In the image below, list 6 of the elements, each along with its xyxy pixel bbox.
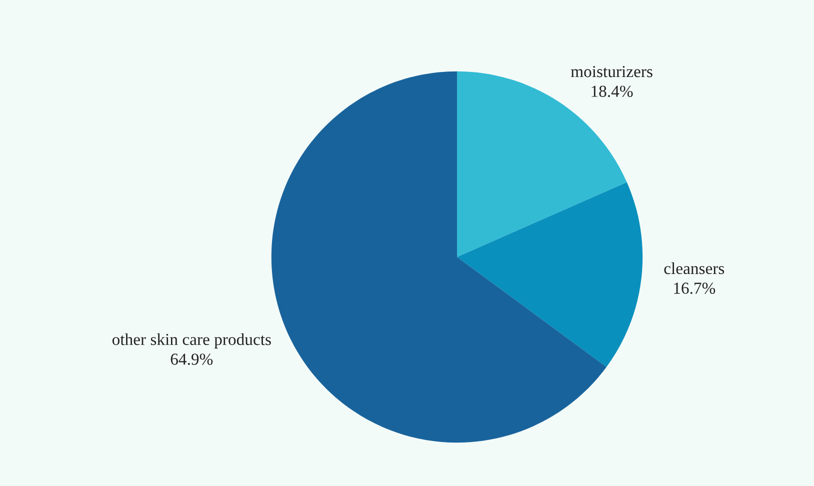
- slice-label: other skin care products: [112, 333, 271, 348]
- data-label: 64.9%: [170, 354, 213, 365]
- data-label: 16.7%: [674, 282, 716, 294]
- data-label: 18.4%: [592, 86, 633, 98]
- slice-label: moisturizers: [570, 66, 652, 78]
- slice-label: cleansers: [664, 262, 724, 274]
